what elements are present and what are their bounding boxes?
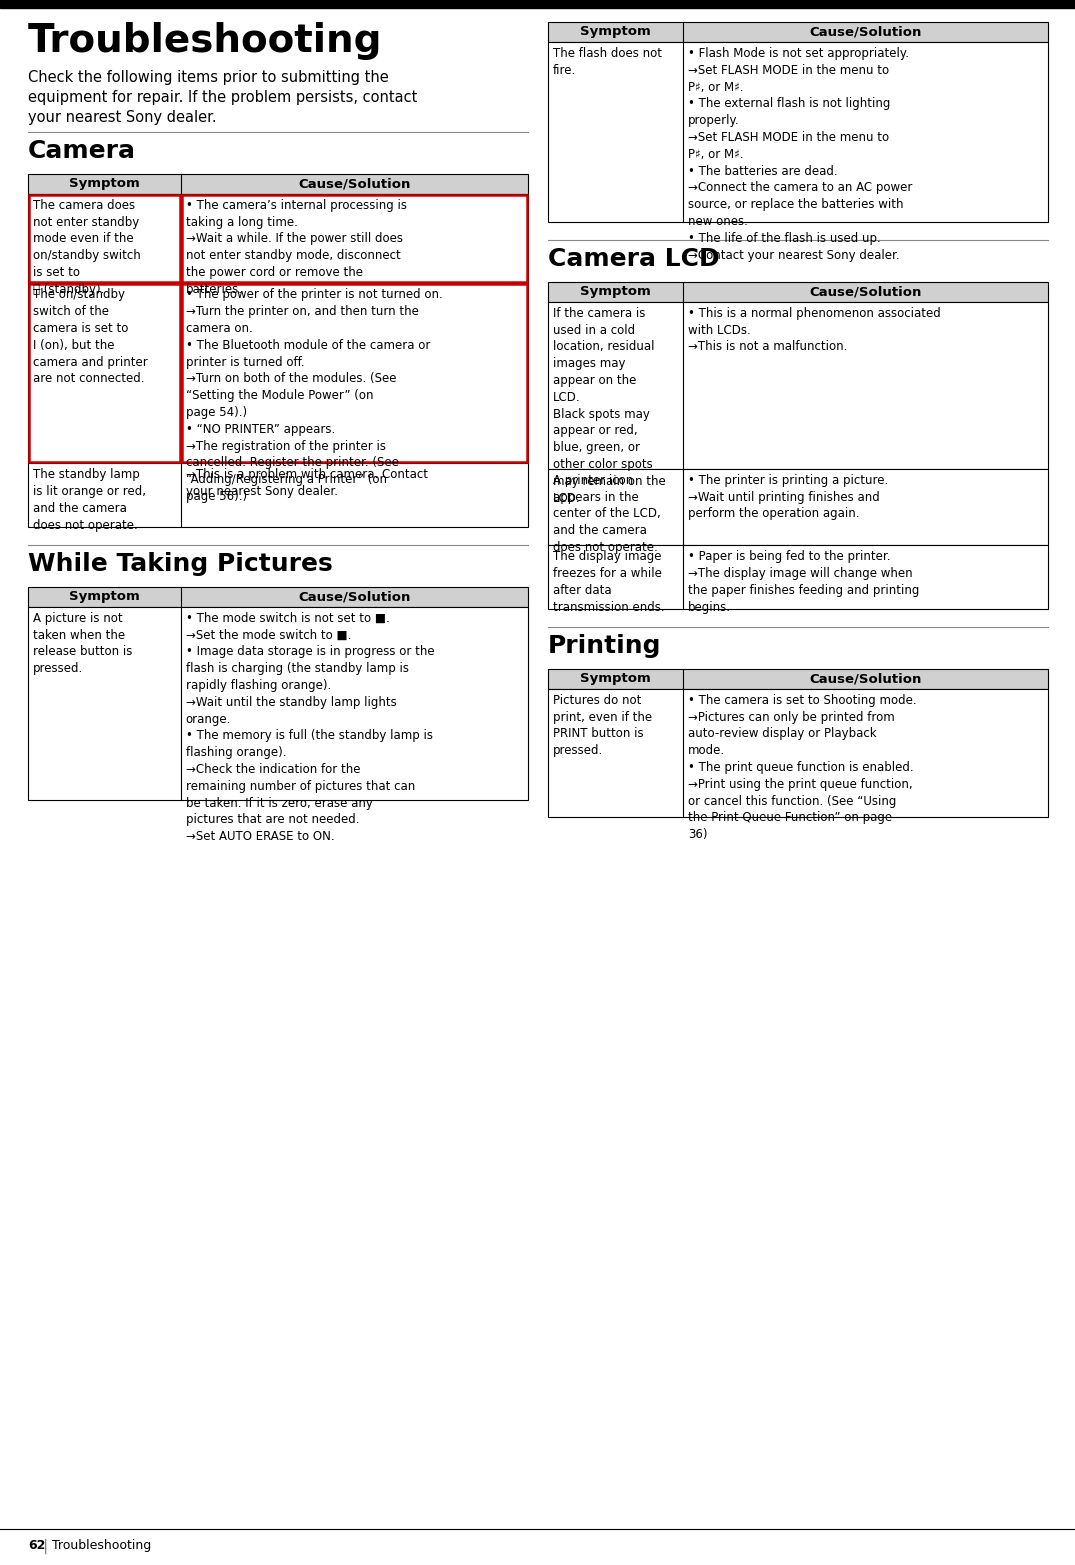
Text: The on/standby
switch of the
camera is set to
I (on), but the
camera and printer: The on/standby switch of the camera is s… xyxy=(33,288,147,385)
Text: The flash does not
fire.: The flash does not fire. xyxy=(553,47,662,77)
Bar xyxy=(29,194,180,282)
Text: Symptom: Symptom xyxy=(580,285,650,299)
Bar xyxy=(548,302,1048,470)
Text: • The camera is set to Shooting mode.
→Pictures can only be printed from
auto-re: • The camera is set to Shooting mode. →P… xyxy=(688,693,917,842)
Text: While Taking Pictures: While Taking Pictures xyxy=(28,552,333,576)
Text: • The power of the printer is not turned on.
→Turn the printer on, and then turn: • The power of the printer is not turned… xyxy=(186,288,442,502)
Bar xyxy=(548,22,1048,42)
Bar xyxy=(28,607,528,800)
Text: Camera LCD: Camera LCD xyxy=(548,247,719,271)
Bar xyxy=(29,285,180,462)
Text: A printer icon
appears in the
center of the LCD,
and the camera
does not operate: A printer icon appears in the center of … xyxy=(553,474,661,554)
Text: Printing: Printing xyxy=(548,634,661,657)
Bar xyxy=(548,42,1048,222)
Text: If the camera is
used in a cold
location, residual
images may
appear on the
LCD.: If the camera is used in a cold location… xyxy=(553,307,665,504)
Text: Pictures do not
print, even if the
PRINT button is
pressed.: Pictures do not print, even if the PRINT… xyxy=(553,693,653,757)
Text: Troubleshooting: Troubleshooting xyxy=(52,1538,152,1552)
Bar xyxy=(28,283,528,463)
Text: • The mode switch is not set to ■.
→Set the mode switch to ■.
• Image data stora: • The mode switch is not set to ■. →Set … xyxy=(186,612,434,844)
Text: Symptom: Symptom xyxy=(69,590,140,603)
Text: │: │ xyxy=(42,1538,49,1554)
Text: Symptom: Symptom xyxy=(580,673,650,685)
Bar xyxy=(182,194,527,282)
Text: Symptom: Symptom xyxy=(580,25,650,39)
Bar xyxy=(548,689,1048,817)
Text: • Flash Mode is not set appropriately.
→Set FLASH MODE in the menu to
P♯, or M♯.: • Flash Mode is not set appropriately. →… xyxy=(688,47,913,261)
Bar xyxy=(182,285,527,462)
Bar xyxy=(548,282,1048,302)
Text: • The printer is printing a picture.
→Wait until printing finishes and
perform t: • The printer is printing a picture. →Wa… xyxy=(688,474,888,521)
Text: Check the following items prior to submitting the
equipment for repair. If the p: Check the following items prior to submi… xyxy=(28,70,417,125)
Text: • The camera’s internal processing is
taking a long time.
→Wait a while. If the : • The camera’s internal processing is ta… xyxy=(186,199,406,296)
Text: →This is a problem with camera. Contact
your nearest Sony dealer.: →This is a problem with camera. Contact … xyxy=(186,468,428,498)
Text: Cause/Solution: Cause/Solution xyxy=(809,25,921,39)
Bar xyxy=(0,0,1075,8)
Bar xyxy=(548,545,1048,609)
Text: Cause/Solution: Cause/Solution xyxy=(809,285,921,299)
Bar xyxy=(548,470,1048,545)
Text: The display image
freezes for a while
after data
transmission ends.: The display image freezes for a while af… xyxy=(553,551,664,613)
Text: 62: 62 xyxy=(28,1538,45,1552)
Bar xyxy=(548,668,1048,689)
Text: Camera: Camera xyxy=(28,139,137,163)
Text: Cause/Solution: Cause/Solution xyxy=(298,590,411,603)
Bar xyxy=(28,463,528,527)
Bar xyxy=(28,194,528,283)
Text: Troubleshooting: Troubleshooting xyxy=(28,22,383,59)
Text: • Paper is being fed to the printer.
→The display image will change when
the pap: • Paper is being fed to the printer. →Th… xyxy=(688,551,919,613)
Text: A picture is not
taken when the
release button is
pressed.: A picture is not taken when the release … xyxy=(33,612,132,675)
Text: • This is a normal phenomenon associated
with LCDs.
→This is not a malfunction.: • This is a normal phenomenon associated… xyxy=(688,307,941,354)
Bar xyxy=(28,587,528,607)
Text: The standby lamp
is lit orange or red,
and the camera
does not operate.: The standby lamp is lit orange or red, a… xyxy=(33,468,146,532)
Text: Symptom: Symptom xyxy=(69,177,140,191)
Text: Cause/Solution: Cause/Solution xyxy=(809,673,921,685)
Bar xyxy=(28,174,528,194)
Text: Cause/Solution: Cause/Solution xyxy=(298,177,411,191)
Text: The camera does
not enter standby
mode even if the
on/standby switch
is set to
ⓨ: The camera does not enter standby mode e… xyxy=(33,199,141,296)
